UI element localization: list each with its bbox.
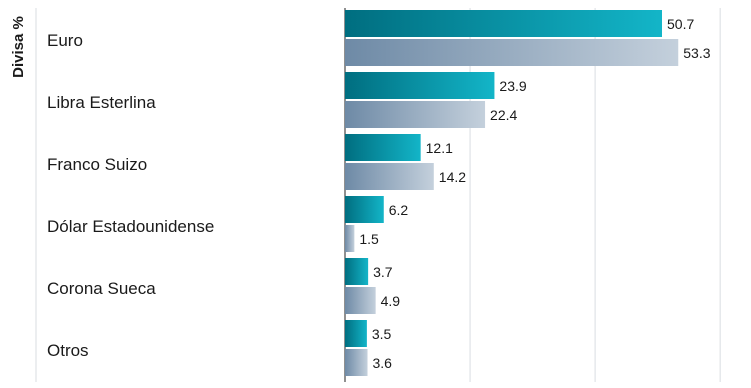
bar-value-label: 4.9 xyxy=(381,293,401,309)
bar-s0 xyxy=(345,320,367,347)
gridlines xyxy=(344,8,721,382)
bar-s0 xyxy=(345,196,384,223)
bar-s0 xyxy=(345,10,662,37)
category-label: Otros xyxy=(47,341,89,360)
bar-value-label: 6.2 xyxy=(389,202,409,218)
bar-s1 xyxy=(345,39,679,66)
bar-value-label: 1.5 xyxy=(359,231,379,247)
bar-s1 xyxy=(345,225,355,252)
bar-value-label: 22.4 xyxy=(490,107,517,123)
bar-value-label: 3.5 xyxy=(372,326,392,342)
bars xyxy=(345,10,679,376)
value-labels: 50.7 53.3 23.9 22.4 12.1 14.2 6.2 1.5 3.7 4.9 3.5 3… xyxy=(359,16,710,371)
bar-value-label: 3.6 xyxy=(373,355,393,371)
category-label: Euro xyxy=(47,31,83,50)
category-label: Dólar Estadounidense xyxy=(47,217,214,236)
bar-value-label: 23.9 xyxy=(499,78,526,94)
bar-s1 xyxy=(345,287,376,314)
category-labels: Euro Libra Esterlina Franco Suizo Dólar Est… xyxy=(47,31,214,360)
bar-s0 xyxy=(345,134,421,161)
bar-value-label: 14.2 xyxy=(439,169,466,185)
bar-value-label: 50.7 xyxy=(667,16,694,32)
bar-value-label: 53.3 xyxy=(683,45,710,61)
category-label: Franco Suizo xyxy=(47,155,147,174)
bar-s0 xyxy=(345,72,495,99)
bar-s1 xyxy=(345,163,434,190)
y-axis-title: Divisa % xyxy=(10,16,27,78)
bar-value-label: 3.7 xyxy=(373,264,393,280)
bar-s1 xyxy=(345,101,486,128)
bar-s0 xyxy=(345,258,369,285)
category-label: Corona Sueca xyxy=(47,279,156,298)
bar-value-label: 12.1 xyxy=(426,140,453,156)
bar-s1 xyxy=(345,349,368,376)
category-label: Libra Esterlina xyxy=(47,93,156,112)
